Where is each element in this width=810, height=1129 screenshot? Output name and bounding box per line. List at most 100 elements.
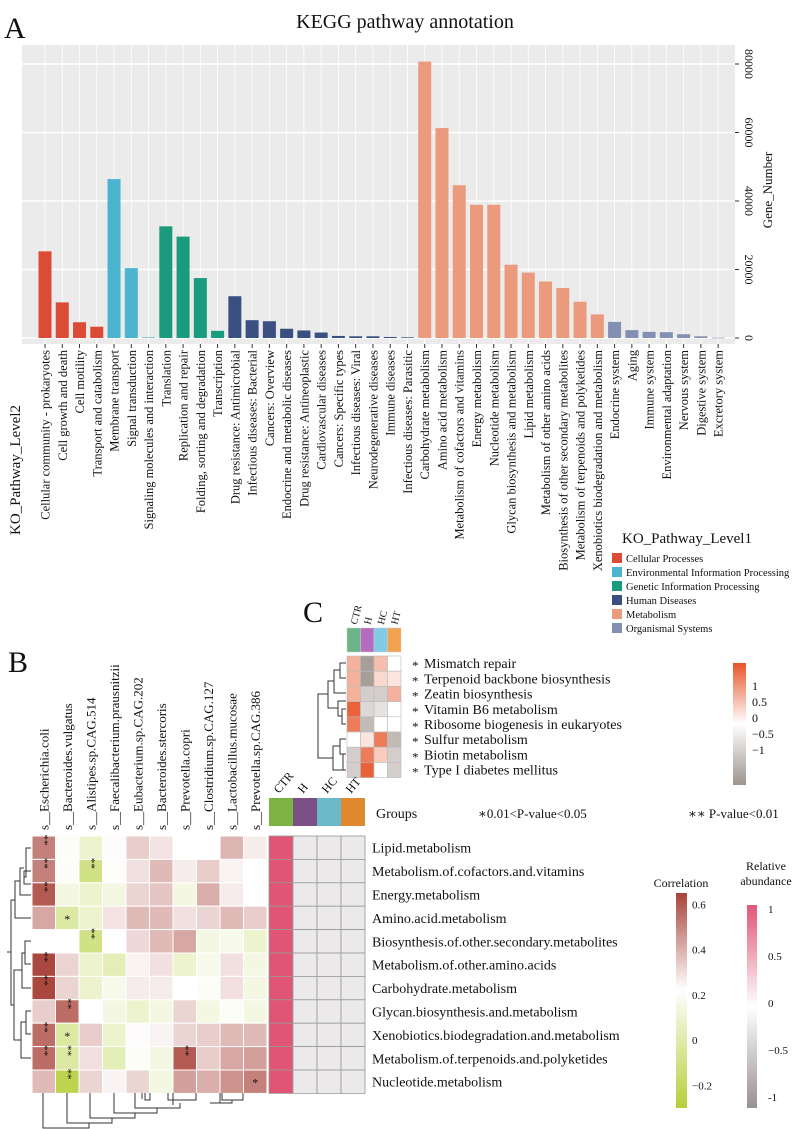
abundance-cell <box>316 882 342 907</box>
abundance-cell <box>316 1022 342 1048</box>
abundance-cell <box>292 1046 318 1071</box>
heatmap-cell <box>346 716 361 733</box>
abundance-cell <box>316 929 342 954</box>
bar <box>90 326 104 338</box>
abundance-cell <box>340 999 366 1024</box>
chart-title: KEGG pathway annotation <box>296 11 514 33</box>
x-tick-label: Infectious diseases: Bacterial <box>246 349 260 495</box>
correlation-cell <box>243 1069 268 1094</box>
correlation-cell <box>102 929 127 954</box>
correlation-cell <box>78 1069 103 1094</box>
group-label: H <box>295 780 312 796</box>
plot-background <box>22 45 735 344</box>
heatmap-cell <box>373 762 388 778</box>
row-label: Mismatch repair <box>424 657 516 672</box>
abundance-cell <box>340 1069 366 1094</box>
bar <box>504 264 518 338</box>
colorbar-tick-label: 0.5 <box>752 695 767 709</box>
bar <box>435 128 449 338</box>
x-tick-label: Cellular community - prokaryotes <box>39 350 53 520</box>
heatmap-cell <box>346 655 361 672</box>
correlation-cell <box>219 882 244 907</box>
abundance-cell <box>268 952 294 977</box>
pvalue-legend-double: ∗∗ P-value<0.01 <box>688 806 779 821</box>
legend-swatch <box>612 581 622 591</box>
correlation-cell <box>125 882 150 907</box>
abundance-legend-title: abundance <box>740 874 791 888</box>
correlation-cell <box>196 905 221 931</box>
row-label: Lipid.metabolism <box>372 842 471 857</box>
heatmap-cell <box>373 686 388 702</box>
correlation-cell <box>125 952 150 977</box>
abundance-cell <box>316 859 342 884</box>
abundance-cell <box>316 952 342 977</box>
correlation-cell <box>125 905 150 931</box>
bar <box>193 278 207 338</box>
abundance-cell <box>340 905 366 931</box>
colorbar-tick-label: 0.2 <box>692 990 706 1002</box>
significance-marker: ** <box>38 975 50 986</box>
correlation-cell <box>102 975 127 1001</box>
correlation-cell <box>78 999 103 1024</box>
correlation-cell <box>243 1046 268 1071</box>
x-tick-label: Metabolism of cofactors and vitamins <box>453 350 467 540</box>
y-tick-label: 20000 <box>742 255 756 285</box>
abundance-cell <box>316 1069 342 1094</box>
heatmap-cell <box>346 670 361 687</box>
correlation-cell <box>31 999 56 1024</box>
colorbar-tick-label: -1 <box>768 1092 777 1104</box>
correlation-cell <box>172 929 197 954</box>
correlation-cell <box>102 835 127 860</box>
significance-marker: ** <box>61 1045 73 1056</box>
correlation-cell <box>243 999 268 1024</box>
significance-marker: ** <box>61 998 73 1009</box>
heatmap-cell <box>360 686 375 702</box>
bar <box>556 287 570 338</box>
significance-marker: * <box>412 749 419 764</box>
row-label: Vitamin B6 metabolism <box>424 703 558 718</box>
correlation-cell <box>219 952 244 977</box>
colorbar-tick-label: 0.6 <box>692 899 706 911</box>
correlation-cell <box>125 999 150 1024</box>
column-label: s__Prevotella.copri <box>177 729 192 830</box>
correlation-cell <box>55 858 80 884</box>
correlation-cell <box>102 882 127 907</box>
correlation-cell <box>219 929 244 954</box>
correlation-cell <box>172 1022 197 1048</box>
colorbar-tick-label: 0 <box>692 1035 698 1047</box>
heatmap-cell <box>346 762 361 778</box>
y-tick-label: 40000 <box>742 186 756 216</box>
correlation-cell <box>149 835 174 860</box>
legend-swatch <box>612 553 622 563</box>
abundance-colorbar <box>747 905 757 1108</box>
correlation-cell <box>125 1069 150 1094</box>
x-tick-label: Drug resistance: Antimicrobial <box>228 349 242 504</box>
heatmap-cell <box>346 701 361 718</box>
correlation-cell <box>172 882 197 907</box>
correlation-cell <box>31 1069 56 1094</box>
bar <box>400 337 414 338</box>
correlation-cell <box>243 975 268 1001</box>
x-tick-label: Carbohydrate metabolism <box>418 350 432 480</box>
pvalue-legend-single: ∗0.01<P-value<0.05 <box>478 806 587 821</box>
heatmap-cell <box>360 655 375 672</box>
bar <box>349 336 363 338</box>
heatmap-cell <box>360 762 375 778</box>
row-label: Metabolism.of.cofactors.and.vitamins <box>372 865 584 880</box>
x-tick-label: Transcription <box>211 349 225 417</box>
row-label: Biotin metabolism <box>424 748 528 763</box>
abundance-cell <box>268 1046 294 1071</box>
legend-label: Metabolism <box>626 610 676 621</box>
bar <box>73 322 87 338</box>
x-tick-label: Endocrine and metabolic diseases <box>280 350 294 519</box>
x-tick-label: Excretory system <box>712 350 726 437</box>
significance-marker: ** <box>179 1045 191 1056</box>
correlation-cell <box>172 858 197 884</box>
column-label: s__Escherichia.coli <box>36 728 51 830</box>
correlation-cell <box>55 952 80 977</box>
significance-marker: * <box>64 1029 70 1043</box>
correlation-cell <box>55 929 80 954</box>
correlation-cell <box>78 1046 103 1071</box>
row-label: Zeatin biosynthesis <box>424 688 533 703</box>
bar <box>383 336 397 338</box>
